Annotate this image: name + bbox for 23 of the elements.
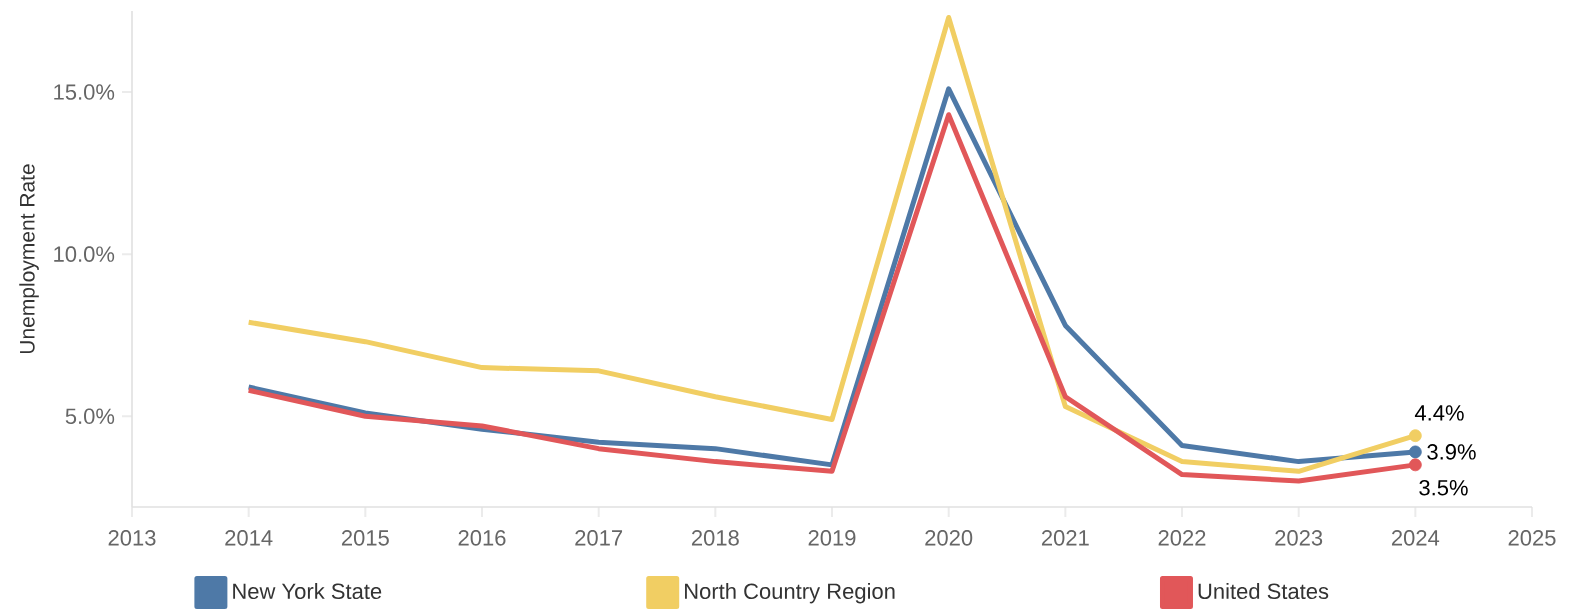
x-tick-label: 2019 [808,530,856,546]
y-tick-label: 15.0% [54,84,115,100]
x-tick-label: 2013 [108,530,156,546]
data-label: 3.5% [1419,479,1468,496]
x-tick-label: 2025 [1508,530,1556,546]
x-tick-label: 2015 [341,530,389,546]
x-tick-label: 2021 [1041,530,1089,546]
x-tick-label: 2017 [575,530,623,546]
legend-label: New York State [233,582,382,600]
data-label: 4.4% [1414,405,1464,421]
y-axis-title: Unemployment Rate [19,164,39,354]
x-tick-label: 2024 [1391,530,1440,546]
y-tick-label: 10.0% [54,246,115,262]
legend-label: North Country Region [685,582,895,604]
x-tick-label: 2016 [458,530,506,546]
x-tick-label: 2014 [225,530,273,546]
data-label: 3.9% [1427,444,1476,460]
x-tick-label: 2022 [1158,530,1206,546]
x-tick-label: 2023 [1275,530,1323,546]
y-tick-label: 5.0% [65,408,115,425]
x-tick-label: 2018 [691,530,739,546]
x-tick-label: 2020 [925,530,973,546]
legend-label: United States [1198,582,1329,600]
